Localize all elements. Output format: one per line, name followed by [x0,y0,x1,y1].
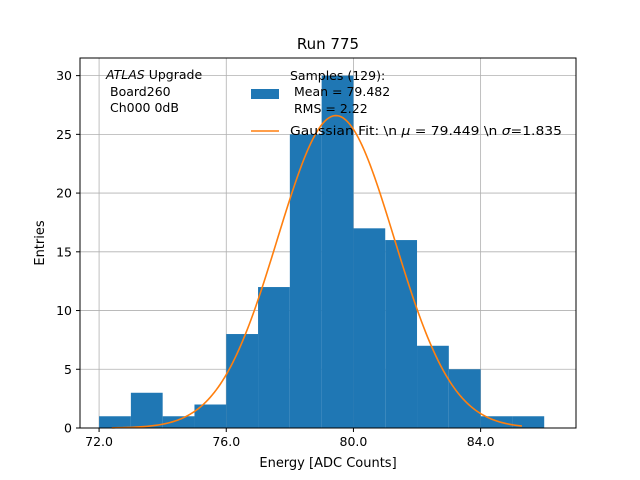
histogram-bar-12 [480,416,513,428]
y-axis-label: Entries [33,220,48,266]
x-axis-label: Energy [ADC Counts] [259,456,396,471]
gaussian-fit [111,114,523,429]
x-tick-label-3: 84.0 [467,434,495,449]
gaussian-fit-curve [111,114,523,429]
y-tick-label-2: 10 [56,303,72,318]
plot-frame [79,57,577,429]
histogram-bar-5 [258,287,290,428]
x-tick-label-1: 76.0 [212,434,240,449]
histogram-bar-9 [385,240,418,428]
histogram-bar-8 [353,228,386,428]
legend: Samples (129): Mean = 79.482 RMS = 2.22 … [251,68,562,138]
histogram-bars [99,75,545,428]
y-tick-label-1: 5 [64,362,72,377]
histogram-bar-10 [417,345,449,428]
legend-mean-label: Mean = 79.482 [294,84,390,99]
histogram-bar-0 [99,416,131,428]
annotation-upgrade: Upgrade [145,67,203,82]
annotation-channel: Ch000 0dB [110,100,179,115]
y-tick-label-5: 25 [56,127,72,142]
legend-fit-label: Gaussian Fit: \n μ = 79.449 \n σ=1.835 [290,123,562,138]
legend-samples-label: Samples (129): [290,68,385,83]
y-tick-label-4: 20 [56,186,72,201]
histogram-bar-3 [194,404,227,428]
y-tick-label-3: 15 [56,244,72,259]
y-tick-label-0: 0 [64,421,72,436]
atlas-annotation: ATLAS Upgrade Board260 Ch000 0dB [105,67,202,115]
x-tick-label-2: 80.0 [340,434,368,449]
chart-title: Run 775 [297,35,359,53]
legend-rms-label: RMS = 2.22 [294,101,368,116]
histogram-bar-2 [162,416,195,428]
x-tick-label-0: 72.0 [85,434,113,449]
y-axis-ticks: 0 5 10 15 20 25 30 [56,68,80,436]
histogram-bar-1 [130,392,163,428]
histogram-bar-11 [448,369,481,428]
histogram-bar-13 [512,416,545,428]
histogram-bar-4 [226,334,259,428]
histogram-bar-6 [289,134,322,428]
y-tick-label-6: 30 [56,68,72,83]
annotation-atlas: ATLAS [105,67,145,82]
x-axis-ticks: 72.0 76.0 80.0 84.0 [85,428,495,449]
legend-histogram-swatch [251,89,279,99]
svg-text:ATLAS Upgrade: ATLAS Upgrade [105,67,202,82]
histogram-bar-7 [321,75,354,428]
annotation-board: Board260 [110,84,171,99]
